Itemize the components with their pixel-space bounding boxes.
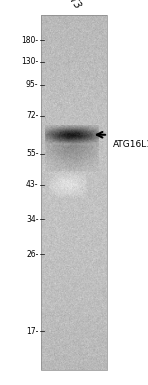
Text: 180-: 180- bbox=[21, 36, 38, 45]
Text: 3T3: 3T3 bbox=[65, 0, 83, 12]
Text: 130-: 130- bbox=[21, 57, 38, 66]
Text: 43-: 43- bbox=[26, 180, 38, 189]
Bar bbox=[41, 15, 107, 370]
Text: 26-: 26- bbox=[26, 249, 38, 259]
Text: 72-: 72- bbox=[26, 111, 38, 120]
Text: 95-: 95- bbox=[26, 80, 38, 89]
Text: 34-: 34- bbox=[26, 215, 38, 224]
Text: 55-: 55- bbox=[26, 149, 38, 159]
Text: 17-: 17- bbox=[26, 326, 38, 336]
Text: ATG16L1: ATG16L1 bbox=[112, 140, 148, 149]
